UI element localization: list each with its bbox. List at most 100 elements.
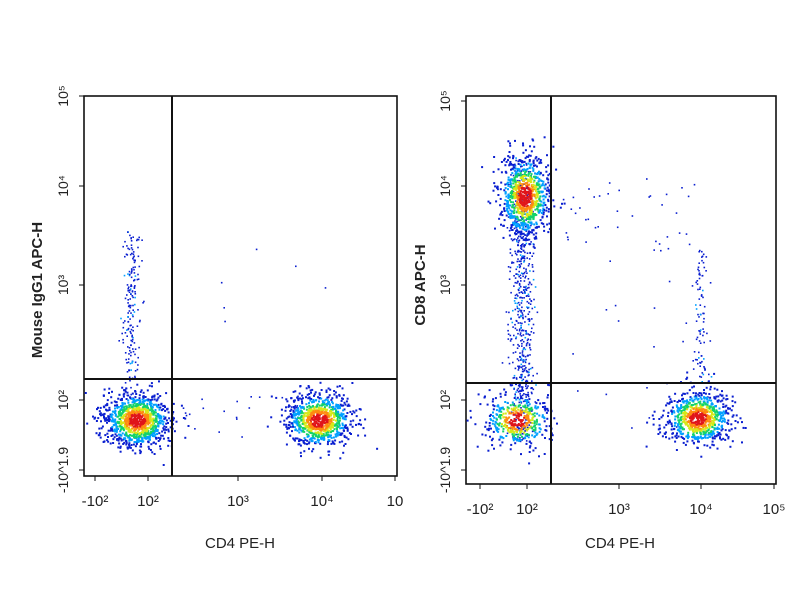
event-dot <box>701 409 703 412</box>
event-dot <box>519 254 522 256</box>
event-dot <box>319 412 322 415</box>
event-dot <box>517 384 520 387</box>
event-dot <box>506 227 509 229</box>
event-dot <box>298 397 301 400</box>
event-dot <box>536 226 538 229</box>
event-dot <box>516 220 518 223</box>
event-dot <box>702 425 705 427</box>
event-dot <box>223 307 225 309</box>
event-dot <box>255 248 258 251</box>
event-dot <box>711 440 714 443</box>
event-dot <box>297 397 299 400</box>
event-dot <box>139 390 142 393</box>
event-dot <box>701 360 703 363</box>
event-dot <box>525 228 528 231</box>
event-dot <box>524 399 527 402</box>
event-dot <box>681 437 684 439</box>
event-dot <box>514 277 517 279</box>
event-dot <box>325 433 328 436</box>
event-dot <box>164 428 166 431</box>
event-dot <box>521 387 524 390</box>
event-dot <box>145 399 148 402</box>
event-dot <box>533 412 536 415</box>
event-dot <box>127 321 129 323</box>
event-dot <box>320 425 323 428</box>
event-dot <box>136 278 139 281</box>
event-dot <box>524 209 527 212</box>
event-dot <box>527 278 530 280</box>
event-dot <box>142 397 145 400</box>
event-dot <box>349 420 352 423</box>
event-dot <box>687 414 690 417</box>
event-dot <box>536 159 539 162</box>
event-dot <box>128 405 131 408</box>
event-dot <box>540 190 543 193</box>
event-dot <box>147 409 150 412</box>
event-dot <box>544 195 547 198</box>
event-dot <box>500 407 503 410</box>
event-dot <box>311 423 314 426</box>
event-dot <box>507 356 510 359</box>
event-dot <box>130 247 133 249</box>
event-dot <box>108 408 111 411</box>
event-dot <box>128 376 131 379</box>
event-dot <box>527 414 530 417</box>
event-dot <box>701 275 704 277</box>
event-dot <box>314 423 317 425</box>
event-dot <box>137 441 140 443</box>
event-dot <box>498 424 501 427</box>
event-dot <box>140 422 143 425</box>
event-dot <box>122 326 125 329</box>
event-dot <box>508 411 511 414</box>
event-dot <box>527 318 529 321</box>
event-dot <box>527 436 530 439</box>
event-dot <box>292 437 295 440</box>
event-dot <box>147 436 150 438</box>
event-dot <box>337 425 340 428</box>
event-dot <box>513 227 516 230</box>
event-dot <box>167 439 170 442</box>
event-dot <box>126 420 129 422</box>
event-dot <box>159 438 161 441</box>
event-dot <box>150 433 153 436</box>
event-dot <box>516 305 518 308</box>
event-dot <box>541 209 544 212</box>
event-dot <box>531 419 534 422</box>
event-dot <box>705 386 708 389</box>
event-dot <box>129 396 132 399</box>
event-dot <box>224 320 226 323</box>
event-dot <box>525 333 527 335</box>
event-dot <box>141 431 143 434</box>
event-dot <box>313 425 316 428</box>
event-dot <box>526 179 529 182</box>
event-dot <box>326 428 329 431</box>
event-dot <box>294 437 297 440</box>
event-dot <box>341 387 344 390</box>
event-dot <box>514 232 516 235</box>
event-dot <box>519 433 522 436</box>
event-dot <box>547 231 550 234</box>
event-dot <box>299 385 302 388</box>
event-dot <box>325 416 328 419</box>
event-dot <box>716 410 718 413</box>
event-dot <box>331 440 334 443</box>
event-dot <box>521 350 524 352</box>
event-dot <box>168 440 171 442</box>
event-dot <box>517 424 519 427</box>
event-dot <box>543 420 546 423</box>
event-dot <box>514 250 516 253</box>
event-dot <box>494 185 497 188</box>
event-dot <box>493 156 496 158</box>
event-dot <box>534 431 537 434</box>
event-dot <box>535 237 538 240</box>
event-dot <box>139 452 142 455</box>
event-dot <box>520 170 523 172</box>
event-dot <box>527 227 530 230</box>
event-dot <box>153 395 156 398</box>
x-tick-label: 10² <box>137 493 159 510</box>
event-dot <box>510 224 513 227</box>
event-dot <box>699 333 702 335</box>
event-dot <box>311 428 314 430</box>
event-dot <box>131 334 133 337</box>
